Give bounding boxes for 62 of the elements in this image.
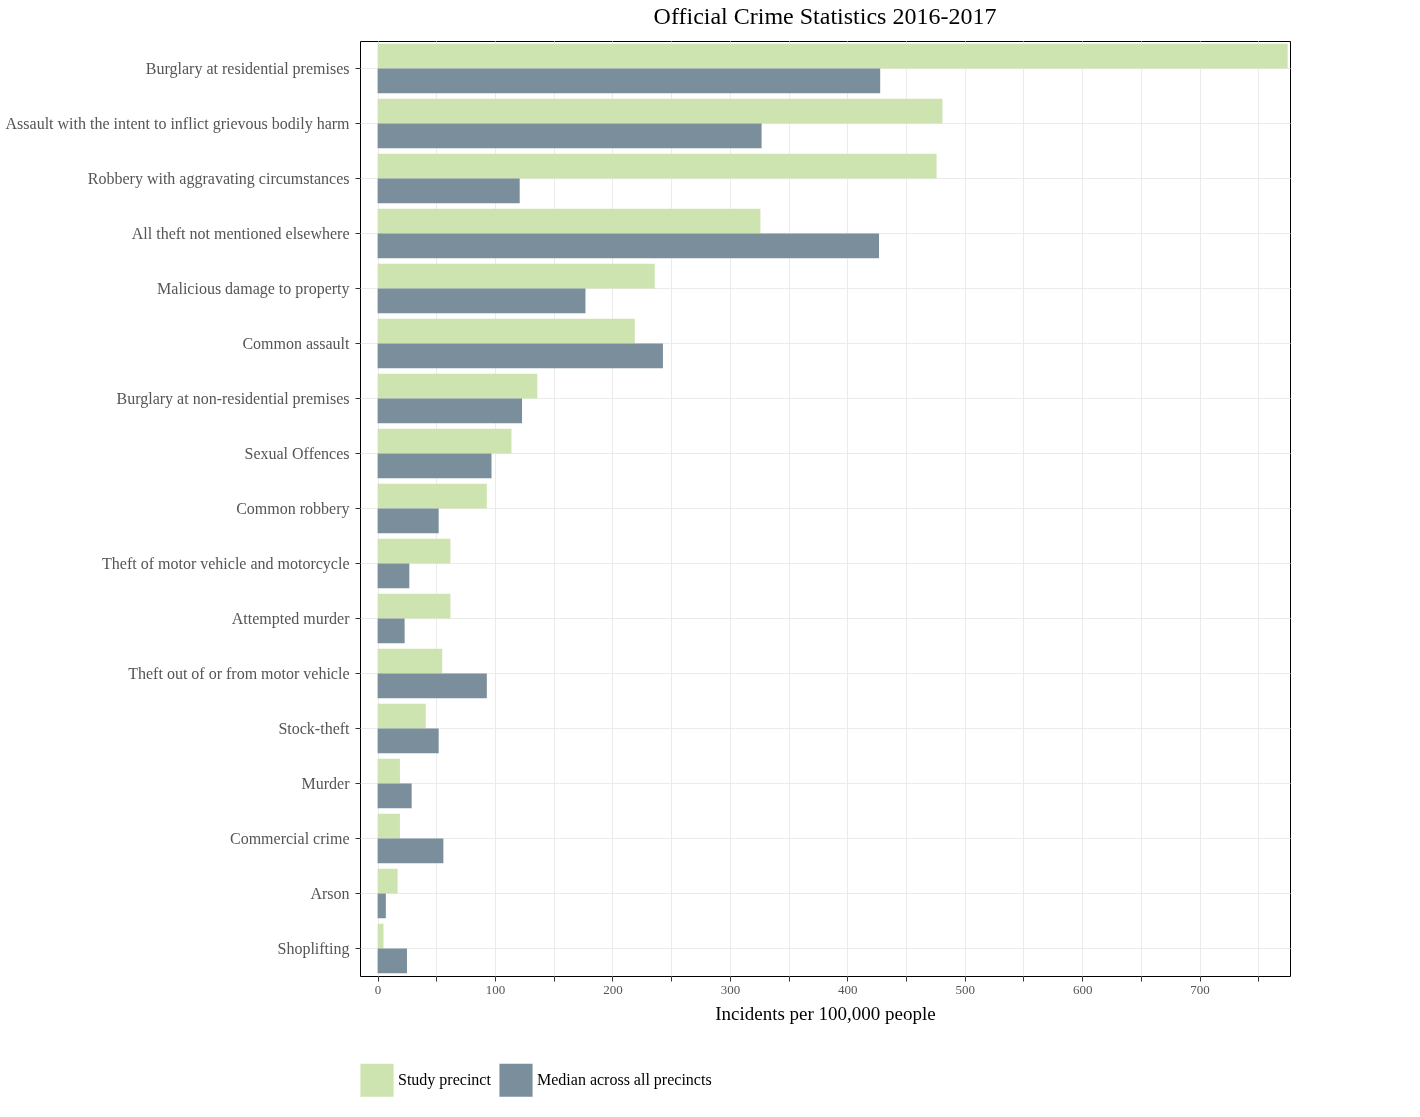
bar xyxy=(377,98,943,124)
y-tick-label: Theft of motor vehicle and motorcycle xyxy=(102,554,350,573)
bar xyxy=(377,68,881,94)
bar xyxy=(377,838,444,864)
y-tick-label: Burglary at residential premises xyxy=(145,59,350,78)
bar xyxy=(377,783,412,809)
bar xyxy=(377,398,523,424)
y-tick-label: Burglary at non-residential premises xyxy=(116,389,350,408)
bar xyxy=(377,593,451,619)
bar xyxy=(377,648,443,674)
bar xyxy=(377,318,635,344)
x-tick-label: 200 xyxy=(603,981,623,997)
bar xyxy=(377,153,937,179)
x-tick-label: 700 xyxy=(1190,981,1210,997)
bar xyxy=(377,868,398,894)
bar xyxy=(377,288,586,314)
bar xyxy=(377,703,426,729)
y-tick-label: Attempted murder xyxy=(231,609,351,628)
bar xyxy=(377,948,407,974)
bar xyxy=(377,893,386,919)
x-tick-label: 0 xyxy=(374,981,382,997)
bar xyxy=(377,618,405,644)
y-tick-label: Assault with the intent to inflict grievous bodily harm xyxy=(5,114,351,133)
x-tick-label: 100 xyxy=(485,981,506,997)
x-tick-label: 500 xyxy=(955,981,975,997)
bar xyxy=(377,123,762,149)
bar xyxy=(377,343,663,369)
bar xyxy=(377,563,410,589)
y-tick-label: Common robbery xyxy=(236,499,350,518)
y-tick-label: Sexual Offences xyxy=(244,444,350,462)
x-tick-label: 400 xyxy=(838,981,858,997)
bar xyxy=(377,373,538,399)
bar xyxy=(377,728,439,754)
bar xyxy=(377,208,761,234)
y-tick-label: Stock-theft xyxy=(278,719,351,737)
y-tick-label: Commercial crime xyxy=(229,829,350,847)
y-tick-label: Robbery with aggravating circumstances xyxy=(87,169,350,188)
chart-title: Official Crime Statistics 2016-2017 xyxy=(653,3,997,29)
x-tick-label: 300 xyxy=(720,981,741,997)
y-tick-label: Common assault xyxy=(242,334,351,352)
y-tick-label: Murder xyxy=(301,774,351,792)
bar xyxy=(377,178,520,204)
y-tick-label: All theft not mentioned elsewhere xyxy=(131,224,350,242)
bar xyxy=(377,483,487,509)
y-tick-label: Shoplifting xyxy=(277,939,350,958)
bar xyxy=(377,233,880,259)
bar xyxy=(377,813,400,839)
bar xyxy=(377,453,492,479)
bar xyxy=(377,263,655,289)
bar xyxy=(377,758,400,784)
x-tick-label: 600 xyxy=(1072,981,1093,997)
bar xyxy=(377,508,439,534)
x-axis-title: Incidents per 100,000 people xyxy=(715,1002,936,1024)
y-tick-label: Theft out of or from motor vehicle xyxy=(128,664,350,682)
y-tick-label: Malicious damage to property xyxy=(157,279,350,298)
bar xyxy=(377,43,1288,69)
bar xyxy=(377,673,487,699)
bar xyxy=(377,538,451,564)
y-tick-label: Arson xyxy=(310,884,350,902)
legend-label: Study precinct xyxy=(398,1071,492,1090)
legend-label: Median across all precincts xyxy=(537,1071,712,1090)
bar xyxy=(377,428,512,454)
